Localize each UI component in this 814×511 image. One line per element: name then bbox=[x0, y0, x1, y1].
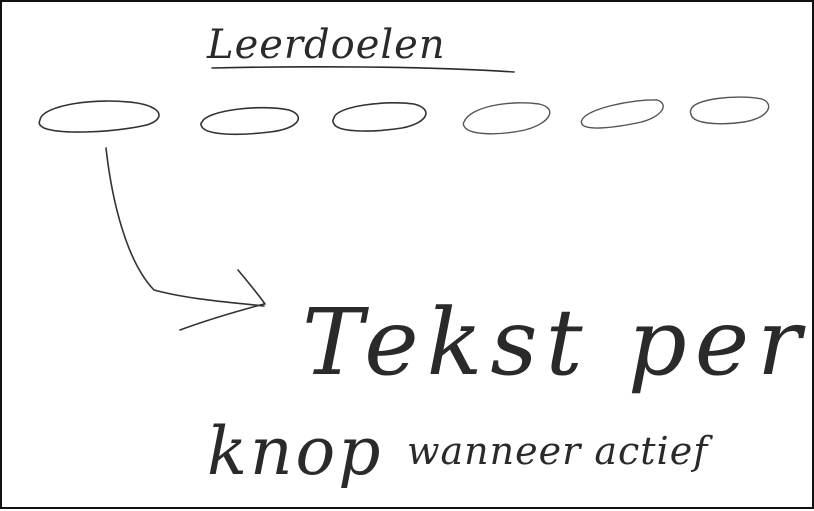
learning-goal-button-4[interactable] bbox=[462, 102, 551, 135]
arrow-shaft bbox=[105, 147, 265, 307]
title-underline bbox=[211, 66, 515, 73]
page-title: Leerdoelen bbox=[206, 22, 446, 68]
learning-goal-button-1[interactable] bbox=[38, 100, 160, 133]
learning-goal-button-3[interactable] bbox=[332, 101, 427, 132]
annotation-text-wanneer-actief: wanneer actief bbox=[407, 429, 713, 473]
annotation-text-knop: knop bbox=[207, 413, 383, 490]
arrow-head-lower bbox=[179, 303, 265, 331]
learning-goal-buttons bbox=[38, 96, 770, 136]
annotation-text-line-1: Tekst per bbox=[302, 289, 809, 396]
learning-goal-button-2[interactable] bbox=[200, 106, 300, 136]
learning-goal-button-6[interactable] bbox=[689, 96, 770, 125]
learning-goal-button-5[interactable] bbox=[580, 99, 664, 129]
pointer-arrow bbox=[105, 147, 266, 331]
arrow-head-upper bbox=[237, 269, 266, 305]
